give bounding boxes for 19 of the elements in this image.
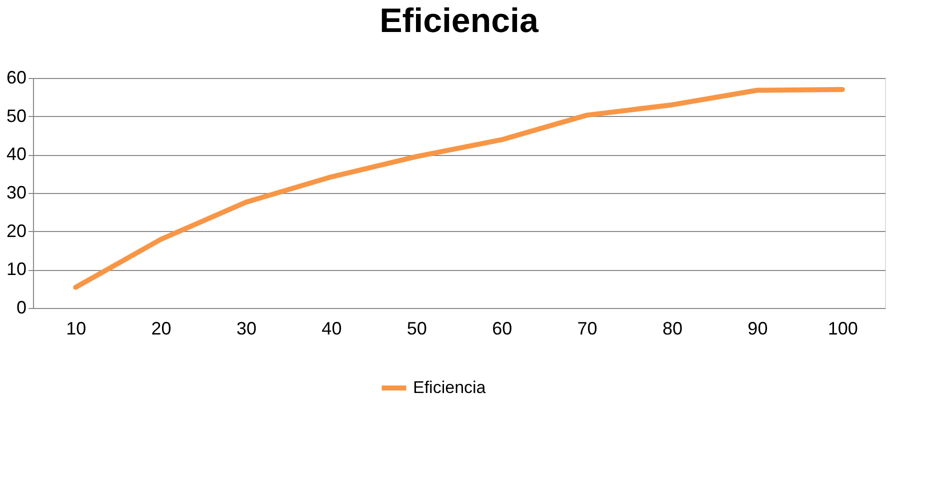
x-tick-label: 20 (151, 318, 172, 338)
legend-label: Eficiencia (413, 378, 486, 397)
y-tick-label: 0 (16, 298, 26, 318)
x-tick-label: 50 (406, 318, 427, 338)
x-tick-label: 40 (322, 318, 342, 338)
y-tick-label: 50 (6, 106, 26, 126)
y-tick-label: 10 (6, 259, 26, 280)
y-tick-label: 30 (6, 182, 26, 202)
x-tick-label: 60 (492, 318, 512, 338)
x-tick-label: 30 (236, 318, 257, 338)
y-tick-label: 40 (6, 144, 26, 164)
x-tick-label: 70 (577, 318, 598, 338)
x-tick-label: 80 (662, 318, 683, 338)
x-tick-label: 100 (828, 318, 858, 338)
chart-title: Eficiencia (380, 2, 540, 40)
y-tick-label: 60 (6, 68, 26, 88)
x-tick-label: 90 (748, 318, 768, 338)
y-tick-label: 20 (6, 220, 26, 241)
x-tick-label: 10 (66, 318, 86, 338)
